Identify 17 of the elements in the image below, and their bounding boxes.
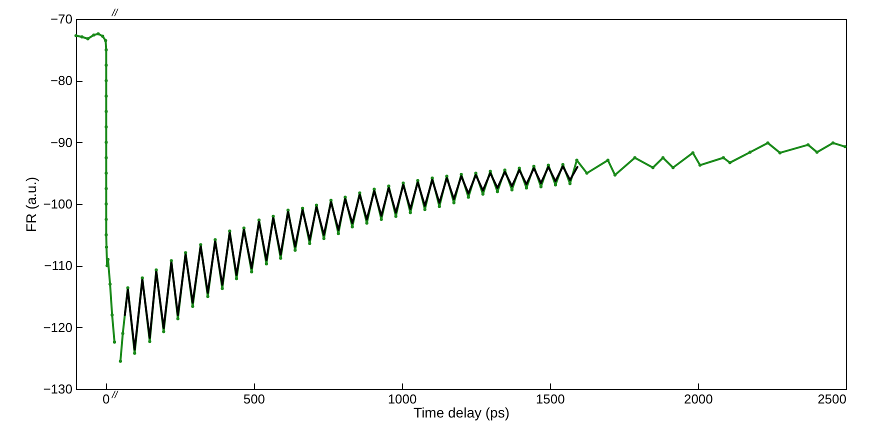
x-tick-label: 2500 (818, 392, 846, 406)
x-tick-label: 500 (243, 392, 266, 406)
y-tick-label: −100 (43, 196, 72, 212)
x-tick-label: 2000 (684, 392, 713, 406)
y-tick-label: −80 (50, 73, 72, 88)
y-tick-label: −90 (50, 134, 72, 150)
text: // (111, 8, 119, 19)
x-tick-label: 1000 (388, 392, 417, 406)
y-tick-label: −110 (44, 258, 72, 274)
y-tick-label: −130 (43, 382, 72, 396)
x-axis-title: Time delay (ps) (414, 404, 510, 420)
x-tick-label: 0 (102, 392, 110, 406)
x-tick-label: 1500 (536, 392, 565, 406)
y-axis-title: FR (a.u.) (23, 176, 40, 232)
y-tick-label: −70 (50, 12, 72, 26)
y-tick-label: −120 (43, 320, 72, 335)
text: // (111, 390, 119, 401)
